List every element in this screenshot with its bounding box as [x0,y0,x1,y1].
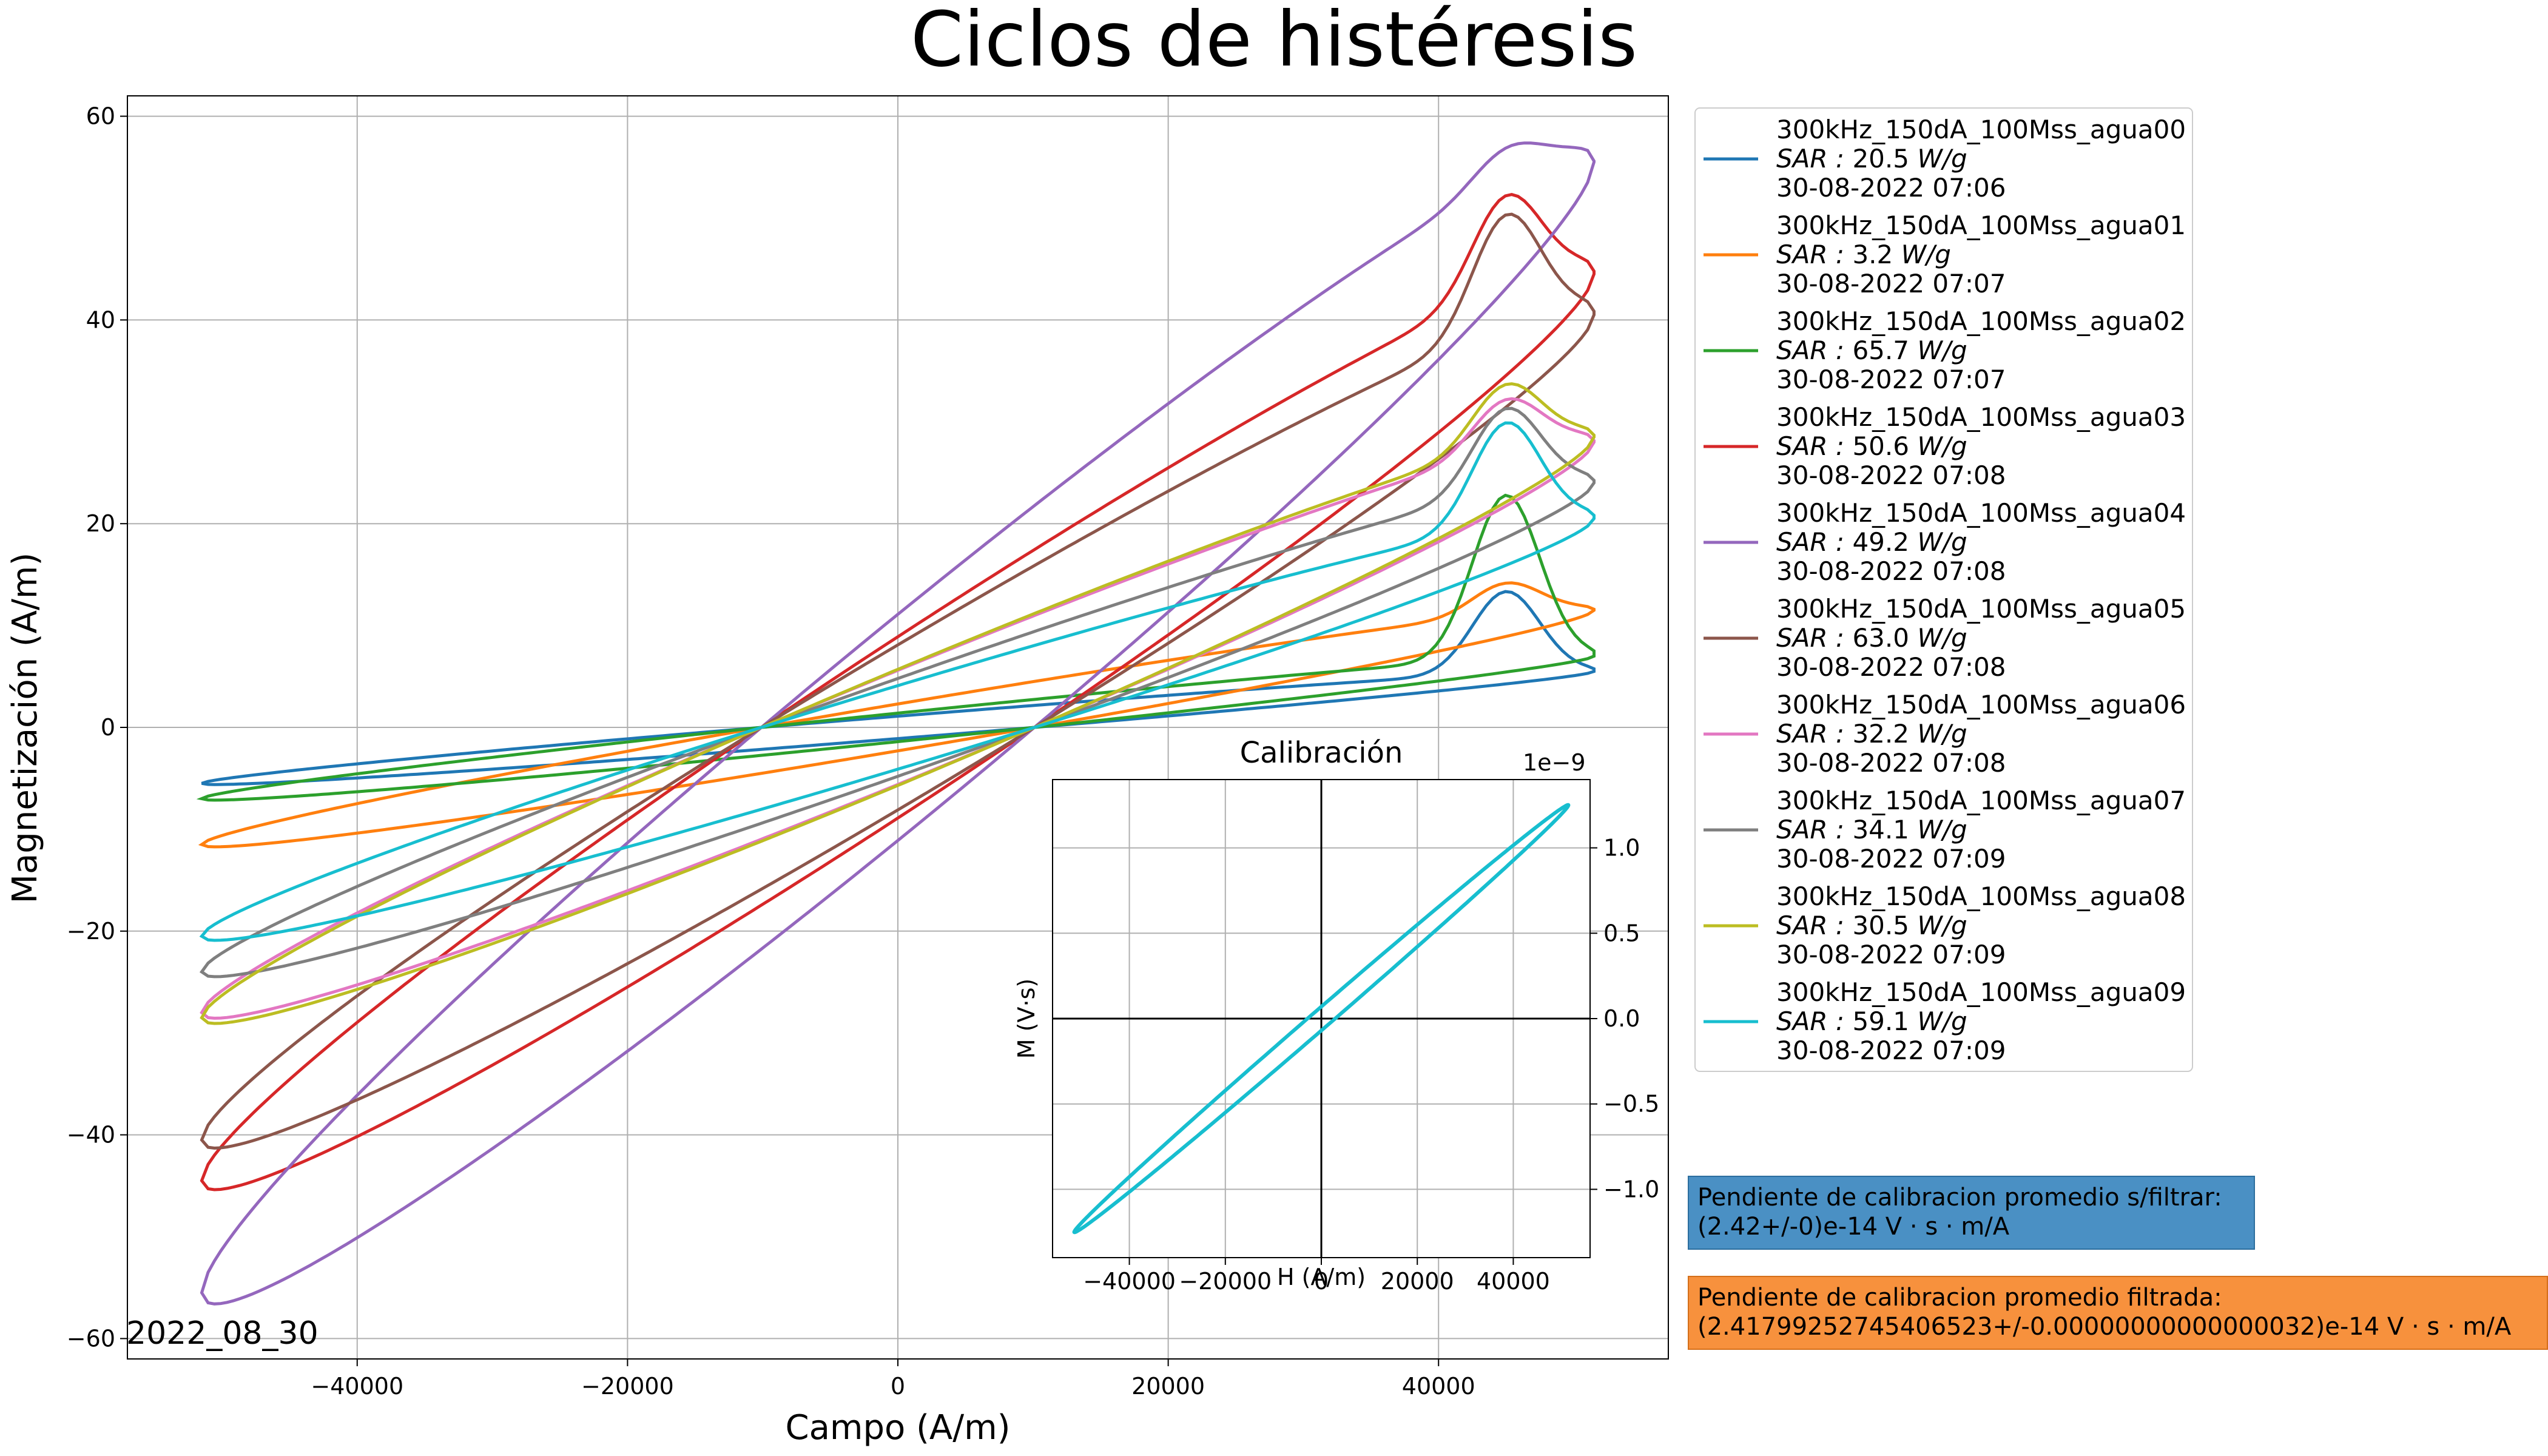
inset-x-tick-label: 0 [1314,1268,1329,1295]
slope-filtered-box: Pendiente de calibracion promedio filtra… [1688,1276,2548,1350]
date-stamp: 2022_08_30 [126,1315,318,1352]
x-tick-label: 20000 [1131,1373,1205,1400]
inset-y-label: M (V·s) [1013,979,1040,1059]
series-line-2 [196,493,1596,802]
legend-sar-6: SAR : 32.2 W/g [1776,719,1967,749]
inset-y-tick-label: −0.5 [1603,1091,1659,1117]
inset-x-tick-label: 40000 [1477,1268,1550,1295]
x-tick-label: 40000 [1402,1373,1475,1400]
inset-x-tick-label: −20000 [1179,1268,1272,1295]
legend-sar-2: SAR : 65.7 W/g [1776,335,1967,365]
inset-x-tick-label: −40000 [1083,1268,1176,1295]
legend-date-6: 30-08-2022 07:08 [1776,748,2006,778]
series-line-3 [200,193,1596,1191]
legend-date-5: 30-08-2022 07:08 [1776,652,2006,682]
inset-y-tick-label: 0.0 [1603,1005,1640,1032]
inset-zero-axes [1053,780,1590,1258]
x-tick-label: −40000 [311,1373,403,1400]
legend-label-3: 300kHz_150dA_100Mss_agua03 [1776,402,2186,432]
inset-title: Calibración [1240,736,1403,770]
legend-label-6: 300kHz_150dA_100Mss_agua06 [1776,690,2186,720]
slope-unfiltered-line2: (2.42+/-0)e-14 V · s · m/A [1697,1213,2010,1241]
legend-label-0: 300kHz_150dA_100Mss_agua00 [1776,115,2186,144]
x-tick-label: 0 [891,1373,905,1400]
legend-date-2: 30-08-2022 07:07 [1776,365,2006,394]
y-tick-label: 60 [86,103,115,130]
legend-label-7: 300kHz_150dA_100Mss_agua07 [1776,786,2186,815]
x-tick-label: −20000 [581,1373,674,1400]
inset-y-tick-label: 1.0 [1603,835,1640,861]
slope-filtered-line2: (2.41799252745406523+/-0.000000000000000… [1697,1313,2512,1341]
inset-offset-label: 1e−9 [1523,749,1586,776]
y-tick-label: 20 [86,510,115,537]
series-line-9 [199,421,1596,942]
x-axis-label: Campo (A/m) [786,1408,1011,1448]
series-line-1 [198,581,1596,849]
inset-y-tick-label: −1.0 [1603,1176,1659,1202]
inset-frame [1052,779,1591,1258]
inset-calibration-curve [1072,803,1571,1235]
series-line-4 [200,141,1596,1306]
legend-date-0: 30-08-2022 07:06 [1776,173,2006,203]
legend-label-2: 300kHz_150dA_100Mss_agua02 [1776,306,2186,336]
legend-date-4: 30-08-2022 07:08 [1776,556,2006,586]
chart-title: Ciclos de histéresis [911,0,1637,84]
slope-unfiltered-line1: Pendiente de calibracion promedio s/filt… [1697,1184,2222,1212]
series-line-5 [200,212,1596,1150]
legend-label-9: 300kHz_150dA_100Mss_agua09 [1776,977,2186,1007]
legend-frame [1694,107,2193,1072]
inset-x-label: H (A/m) [1277,1264,1366,1290]
legend-sar-1: SAR : 3.2 W/g [1776,240,1951,269]
y-tick-label: 40 [86,306,115,333]
legend-sar-0: SAR : 20.5 W/g [1776,144,1967,174]
y-tick-label: 0 [101,714,115,741]
series-line-7 [199,406,1596,979]
main-plot-frame [127,95,1669,1360]
legend-sar-3: SAR : 50.6 W/g [1776,431,1967,461]
main-series-group [196,141,1596,1306]
legend-label-4: 300kHz_150dA_100Mss_agua04 [1776,498,2186,528]
legend-sar-5: SAR : 63.0 W/g [1776,623,1967,653]
legend-date-1: 30-08-2022 07:07 [1776,269,2006,298]
y-axis-label: Magnetización (A/m) [5,553,45,904]
inset-y-tick-label: 0.5 [1603,920,1640,946]
main-grid [127,96,1668,1359]
calibration-inset: −40000 −20000 0 20000 40000 −1.0 −0.5 0.0 0.5 1.0… [1013,736,1659,1295]
slope-filtered-line1: Pendiente de calibracion promedio filtra… [1697,1284,2222,1312]
y-tick-label: −20 [67,918,115,945]
y-tick-label: −60 [67,1325,115,1352]
series-line-8 [200,382,1596,1025]
inset-curve-group [1072,803,1571,1235]
legend-sar-7: SAR : 34.1 W/g [1776,815,1967,844]
legend-date-8: 30-08-2022 07:09 [1776,940,2006,969]
legend-sar-8: SAR : 30.5 W/g [1776,911,1967,940]
y-tick-label: −40 [67,1122,115,1148]
inset-x-tick-label: 20000 [1381,1268,1454,1295]
legend-label-1: 300kHz_150dA_100Mss_agua01 [1776,211,2186,240]
legend-sar-4: SAR : 49.2 W/g [1776,527,1967,557]
legend-sar-9: SAR : 59.1 W/g [1776,1006,1967,1036]
legend-date-7: 30-08-2022 07:09 [1776,844,2006,874]
legend-label-5: 300kHz_150dA_100Mss_agua05 [1776,594,2186,624]
legend-date-3: 30-08-2022 07:08 [1776,460,2006,490]
legend-date-9: 30-08-2022 07:09 [1776,1036,2006,1065]
legend-label-8: 300kHz_150dA_100Mss_agua08 [1776,881,2186,911]
slope-unfiltered-box: Pendiente de calibracion promedio s/filt… [1688,1176,2255,1250]
inset-tick-group: −40000 −20000 0 20000 40000 −1.0 −0.5 0.0 0.5 1.0 [1083,835,1659,1295]
